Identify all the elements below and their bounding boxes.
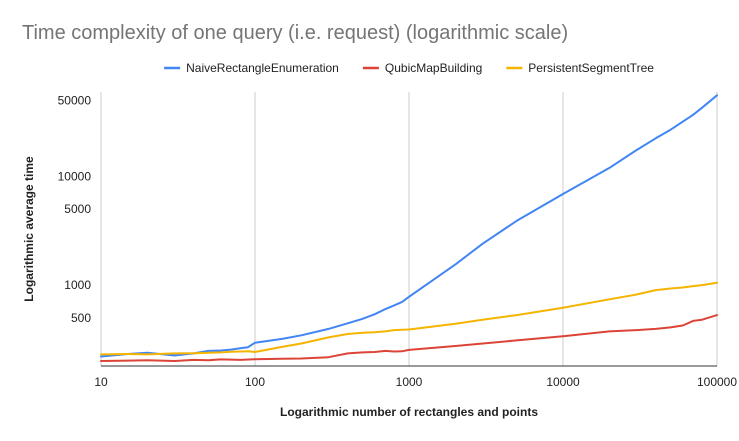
legend-label: NaiveRectangleEnumeration (186, 61, 339, 75)
y-tick-label: 1000 (64, 278, 91, 292)
legend-item: QubicMapBuilding (362, 61, 482, 75)
x-tick-label: 100000 (697, 375, 737, 389)
legend-label: PersistentSegmentTree (528, 61, 654, 75)
series-line-persistent-segment-tree (100, 281, 718, 356)
x-axis-ticks: 10 100 1000 10000 100000 (94, 375, 737, 389)
series-layer (100, 94, 718, 362)
legend-item: PersistentSegmentTree (506, 61, 654, 75)
y-tick-label: 500 (71, 311, 91, 325)
x-tick-label: 10 (94, 375, 108, 389)
legend-item: NaiveRectangleEnumeration (164, 61, 339, 75)
y-axis-title: Logarithmic average time (22, 156, 36, 302)
series-line-naive-rectangle-enumeration (100, 94, 718, 358)
legend-label: QubicMapBuilding (385, 61, 482, 75)
chart-title: Time complexity of one query (i.e. reque… (22, 22, 569, 44)
legend: NaiveRectangleEnumeration QubicMapBuildin… (164, 61, 654, 75)
y-axis-ticks: 500 1000 5000 10000 50000 (58, 94, 92, 325)
x-tick-label: 100 (245, 375, 265, 389)
x-tick-label: 10000 (546, 375, 580, 389)
grid (100, 92, 718, 367)
x-axis-title: Logarithmic number of rectangles and poi… (280, 405, 538, 419)
x-tick-label: 1000 (396, 375, 423, 389)
y-tick-label: 10000 (58, 170, 92, 184)
series-line-qubic-map-building (100, 314, 718, 362)
y-tick-label: 50000 (58, 94, 92, 108)
y-tick-label: 5000 (64, 202, 91, 216)
